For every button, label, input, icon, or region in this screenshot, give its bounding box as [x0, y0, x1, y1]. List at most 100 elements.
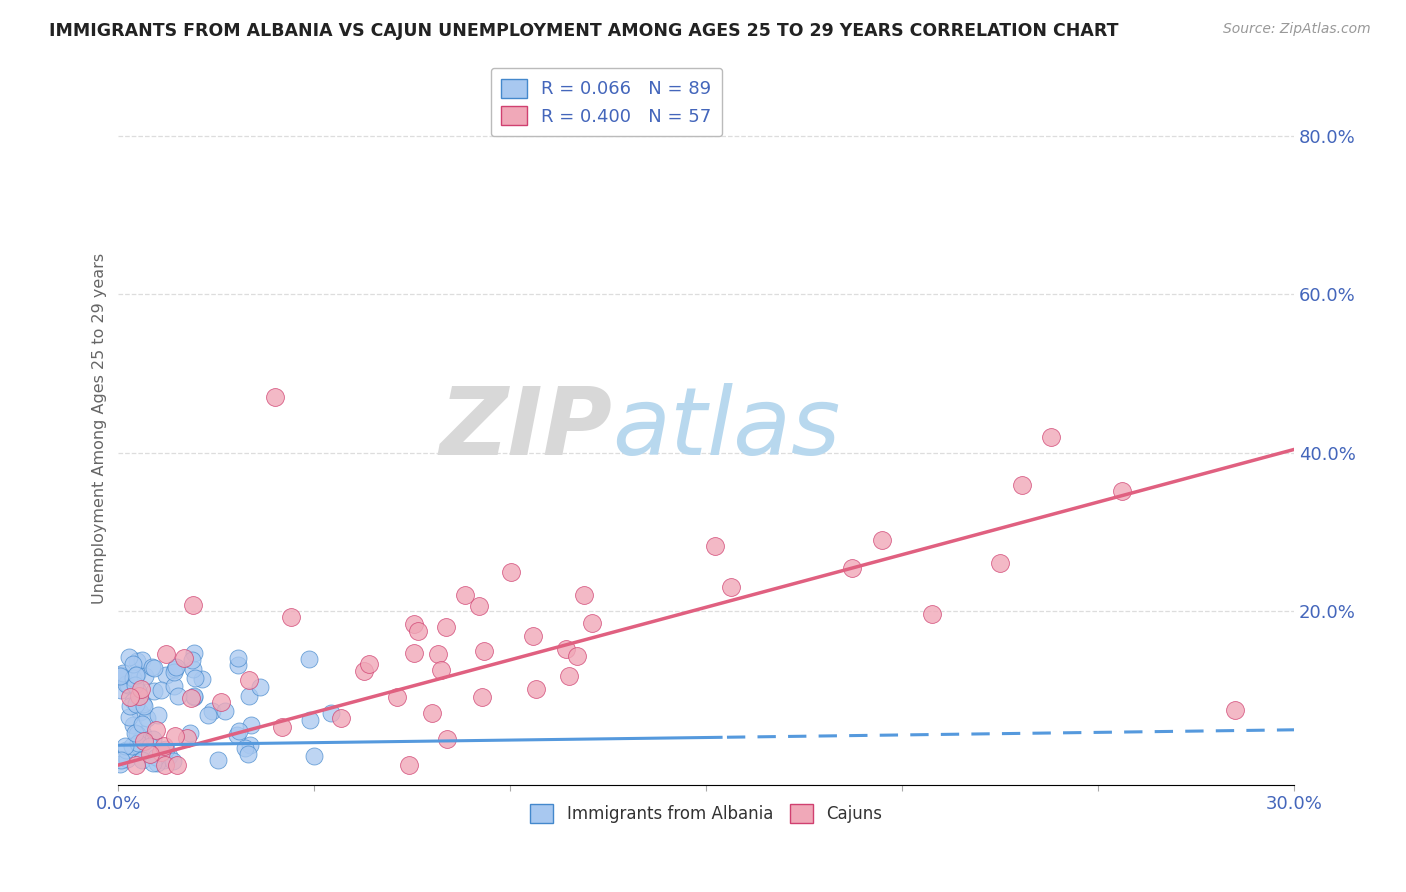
Point — [110, 668, 132, 682]
Point — [120, 698, 142, 713]
Point — [131, 754, 153, 768]
Point — [129, 705, 152, 719]
Point — [128, 739, 150, 753]
Text: atlas: atlas — [612, 384, 841, 475]
Point — [270, 720, 292, 734]
Point — [183, 690, 205, 704]
Point — [240, 718, 263, 732]
Point — [226, 657, 249, 672]
Point — [191, 672, 214, 686]
Point — [139, 747, 162, 762]
Point — [238, 689, 260, 703]
Point — [554, 642, 576, 657]
Point — [124, 668, 146, 682]
Point — [108, 757, 131, 772]
Point — [298, 652, 321, 666]
Point — [155, 647, 177, 661]
Point — [136, 711, 159, 725]
Point — [155, 668, 177, 682]
Point — [139, 739, 162, 753]
Point — [142, 731, 165, 746]
Point — [148, 708, 170, 723]
Point — [153, 758, 176, 772]
Point — [134, 734, 156, 748]
Point — [110, 753, 132, 767]
Point — [125, 654, 148, 668]
Point — [148, 752, 170, 766]
Point — [239, 738, 262, 752]
Point — [124, 678, 146, 692]
Text: ZIP: ZIP — [439, 383, 612, 475]
Point — [841, 561, 863, 575]
Point — [129, 681, 152, 696]
Point — [1111, 483, 1133, 498]
Point — [121, 671, 143, 685]
Point — [114, 739, 136, 754]
Point — [870, 533, 893, 547]
Point — [471, 690, 494, 704]
Point — [329, 711, 352, 725]
Point — [406, 624, 429, 638]
Point — [420, 706, 443, 720]
Point — [387, 690, 409, 704]
Point — [131, 727, 153, 741]
Legend: Immigrants from Albania, Cajuns: Immigrants from Albania, Cajuns — [523, 797, 889, 830]
Point — [436, 732, 458, 747]
Point — [114, 743, 136, 757]
Point — [152, 739, 174, 754]
Point — [122, 657, 145, 671]
Point — [153, 753, 176, 767]
Point — [720, 580, 742, 594]
Point — [299, 713, 322, 727]
Point — [236, 747, 259, 761]
Point — [118, 710, 141, 724]
Point — [434, 620, 457, 634]
Point — [499, 566, 522, 580]
Point — [429, 663, 451, 677]
Point — [134, 699, 156, 714]
Point — [197, 708, 219, 723]
Point — [181, 653, 204, 667]
Point — [402, 646, 425, 660]
Point — [180, 691, 202, 706]
Point — [131, 717, 153, 731]
Point — [207, 753, 229, 767]
Point — [143, 661, 166, 675]
Point — [426, 647, 449, 661]
Point — [121, 739, 143, 753]
Point — [214, 704, 236, 718]
Point — [110, 683, 132, 698]
Point — [127, 666, 149, 681]
Point — [124, 726, 146, 740]
Point — [209, 695, 232, 709]
Point — [522, 629, 544, 643]
Point — [165, 660, 187, 674]
Point — [127, 727, 149, 741]
Point — [472, 643, 495, 657]
Point — [404, 616, 426, 631]
Point — [990, 556, 1012, 570]
Point — [1011, 478, 1033, 492]
Point — [184, 671, 207, 685]
Point — [117, 649, 139, 664]
Point — [122, 694, 145, 708]
Point — [145, 750, 167, 764]
Y-axis label: Unemployment Among Ages 25 to 29 years: Unemployment Among Ages 25 to 29 years — [93, 253, 107, 605]
Point — [127, 684, 149, 698]
Point — [167, 689, 190, 703]
Point — [150, 742, 173, 756]
Point — [173, 651, 195, 665]
Point — [183, 689, 205, 703]
Point — [704, 539, 727, 553]
Point — [165, 662, 187, 676]
Point — [353, 664, 375, 678]
Point — [128, 732, 150, 747]
Point — [111, 666, 134, 681]
Point — [201, 704, 224, 718]
Point — [398, 758, 420, 772]
Text: IMMIGRANTS FROM ALBANIA VS CAJUN UNEMPLOYMENT AMONG AGES 25 TO 29 YEARS CORRELAT: IMMIGRANTS FROM ALBANIA VS CAJUN UNEMPLO… — [49, 22, 1119, 40]
Point — [567, 648, 589, 663]
Point — [321, 706, 343, 720]
Point — [132, 698, 155, 712]
Point — [921, 607, 943, 622]
